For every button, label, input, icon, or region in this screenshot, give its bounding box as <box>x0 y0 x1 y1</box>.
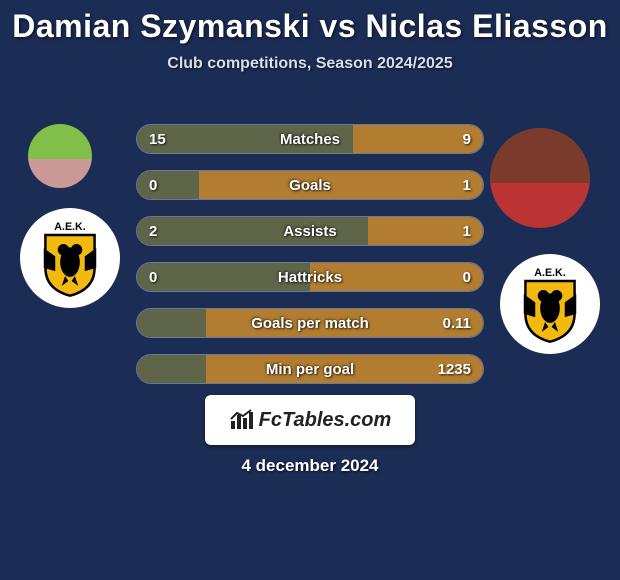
player-right-club-logo: A.E.K. <box>500 254 600 354</box>
stat-row: 00Hattricks <box>136 262 484 292</box>
stat-row: 1235Min per goal <box>136 354 484 384</box>
brand-chart-icon <box>229 409 255 431</box>
aek-logo-icon: A.E.K. <box>29 217 111 299</box>
comparison-card: Damian Szymanski vs Niclas Eliasson Club… <box>0 0 620 580</box>
stat-label: Hattricks <box>137 263 483 292</box>
stat-label: Assists <box>137 217 483 246</box>
stat-label: Min per goal <box>137 355 483 384</box>
svg-text:A.E.K.: A.E.K. <box>534 267 565 279</box>
svg-text:A.E.K.: A.E.K. <box>54 221 85 233</box>
player-left-club-logo: A.E.K. <box>20 208 120 308</box>
player-right-avatar <box>490 128 590 228</box>
subtitle: Club competitions, Season 2024/2025 <box>0 55 620 73</box>
stat-row: 21Assists <box>136 216 484 246</box>
player-left-photo-placeholder <box>28 124 92 188</box>
page-title: Damian Szymanski vs Niclas Eliasson <box>0 8 620 45</box>
stat-label: Goals per match <box>137 309 483 338</box>
brand-label: FcTables.com <box>229 409 392 432</box>
aek-logo-icon: A.E.K. <box>509 263 591 345</box>
date-label: 4 december 2024 <box>0 456 620 476</box>
player-right-photo-placeholder <box>490 128 590 228</box>
stat-row: 01Goals <box>136 170 484 200</box>
stat-label: Goals <box>137 171 483 200</box>
brand-text: FcTables.com <box>259 409 392 432</box>
stat-row: 159Matches <box>136 124 484 154</box>
brand-badge: FcTables.com <box>205 395 415 445</box>
stat-bars: 159Matches 01Goals 21Assists 00Hattricks 0.1… <box>136 124 484 400</box>
player-left-avatar <box>28 124 92 188</box>
stat-label: Matches <box>137 125 483 154</box>
stat-row: 0.11Goals per match <box>136 308 484 338</box>
